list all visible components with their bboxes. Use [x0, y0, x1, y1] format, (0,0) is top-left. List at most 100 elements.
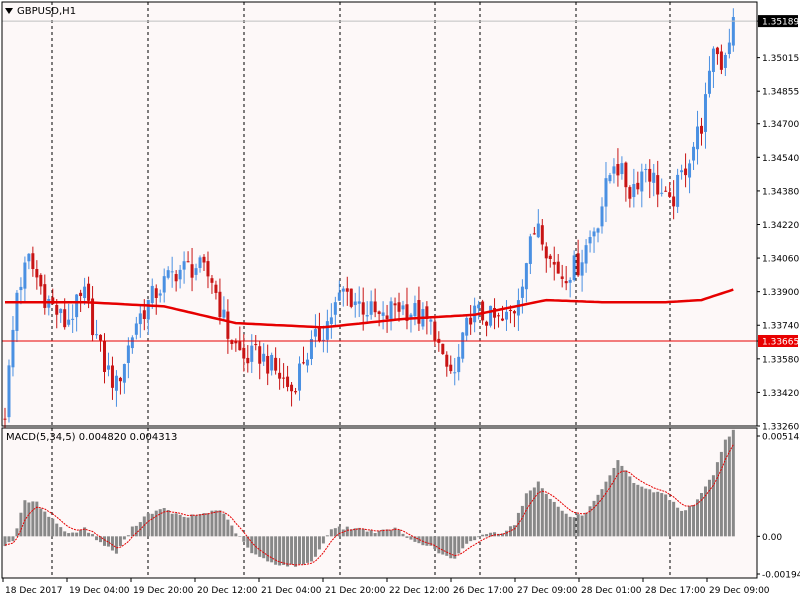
macd-bar: [501, 533, 504, 537]
macd-bar: [409, 536, 413, 540]
candle: [536, 209, 540, 239]
candle: [122, 363, 126, 394]
candle: [118, 376, 122, 395]
macd-bar: [162, 508, 166, 537]
macd-bar: [437, 536, 441, 554]
macd-bar: [489, 532, 493, 537]
macd-bar: [417, 536, 421, 544]
macd-bar: [389, 530, 393, 537]
macd-bar: [258, 536, 262, 557]
candle: [600, 197, 604, 234]
time-axis: 18 Dec 2017 19 Dec 04:00 19 Dec 20:00 20 De…: [2, 578, 770, 596]
price-tick-label: 1.34540: [762, 154, 799, 164]
candle: [652, 163, 656, 197]
candle: [377, 310, 381, 327]
time-tick-label: 18 Dec 2017: [5, 586, 63, 596]
macd-bar: [3, 536, 7, 547]
candle: [409, 312, 413, 333]
candle: [198, 255, 202, 273]
candle: [648, 159, 652, 199]
macd-bar: [39, 508, 43, 537]
candle: [313, 314, 317, 348]
macd-bar: [329, 529, 333, 537]
candle: [19, 277, 23, 305]
macd-bar: [242, 536, 246, 542]
candle: [150, 278, 154, 309]
macd-bar: [727, 436, 731, 537]
candle: [477, 300, 481, 320]
macd-bar: [731, 429, 735, 537]
macd-bar: [711, 475, 715, 537]
candle: [520, 279, 524, 314]
candle: [413, 295, 417, 326]
candle: [27, 253, 31, 270]
macd-bar: [632, 483, 636, 537]
candle: [405, 287, 409, 330]
candle: [162, 268, 166, 303]
price-tick-label: 1.34700: [762, 120, 799, 130]
candle: [266, 344, 270, 386]
macd-bar: [27, 502, 31, 537]
macd-bar: [453, 536, 457, 559]
macd-bar: [656, 491, 660, 537]
candle: [672, 180, 676, 220]
price-tick-label: 1.34380: [762, 187, 799, 197]
macd-panel[interactable]: [2, 428, 757, 578]
macd-bar: [206, 513, 210, 537]
macd-bar: [715, 462, 719, 537]
current-price-tag: [758, 15, 798, 28]
candle: [552, 246, 556, 281]
macd-bar: [298, 536, 302, 565]
candle: [63, 298, 67, 330]
macd-bar: [126, 535, 130, 537]
candle: [130, 335, 134, 354]
candle: [254, 335, 258, 351]
candle: [194, 263, 198, 281]
macd-tick-label: 0.005142: [762, 433, 800, 443]
macd-bar: [174, 513, 178, 537]
candle: [99, 334, 103, 352]
dropdown-triangle-icon[interactable]: [5, 8, 13, 14]
price-panel[interactable]: [2, 2, 757, 426]
macd-bar: [719, 451, 723, 537]
candle: [660, 178, 664, 197]
candle: [242, 334, 246, 372]
candle: [270, 352, 274, 376]
candle: [166, 266, 170, 280]
candle: [238, 326, 242, 351]
macd-bar: [83, 527, 87, 537]
macd-bar: [31, 501, 35, 537]
macd-bar: [707, 479, 711, 537]
macd-bar: [202, 513, 206, 537]
candle: [35, 260, 39, 290]
candle: [298, 356, 302, 401]
macd-bar: [688, 506, 692, 537]
macd-bar: [664, 494, 668, 537]
candle: [71, 304, 75, 333]
macd-bar: [604, 481, 608, 537]
time-tick-label: 21 Dec 20:00: [325, 586, 386, 596]
candle: [325, 309, 329, 353]
candle: [106, 352, 110, 377]
candle: [31, 246, 35, 277]
macd-bar: [146, 513, 150, 537]
macd-bar: [182, 516, 186, 537]
macd-bar: [35, 501, 39, 537]
candle: [246, 345, 250, 373]
candle: [95, 319, 99, 339]
macd-bar: [226, 519, 230, 537]
candle: [282, 363, 286, 389]
macd-bar: [616, 460, 620, 537]
candle: [719, 44, 723, 75]
candle: [604, 162, 608, 223]
candle: [723, 52, 727, 77]
macd-bar: [234, 533, 238, 537]
candle: [274, 347, 278, 375]
macd-bar: [325, 535, 329, 537]
candle: [696, 110, 700, 165]
macd-bar: [278, 536, 282, 566]
macd-bar: [262, 536, 266, 559]
macd-bar: [55, 523, 59, 537]
macd-bar: [91, 534, 95, 537]
candle: [429, 317, 433, 335]
